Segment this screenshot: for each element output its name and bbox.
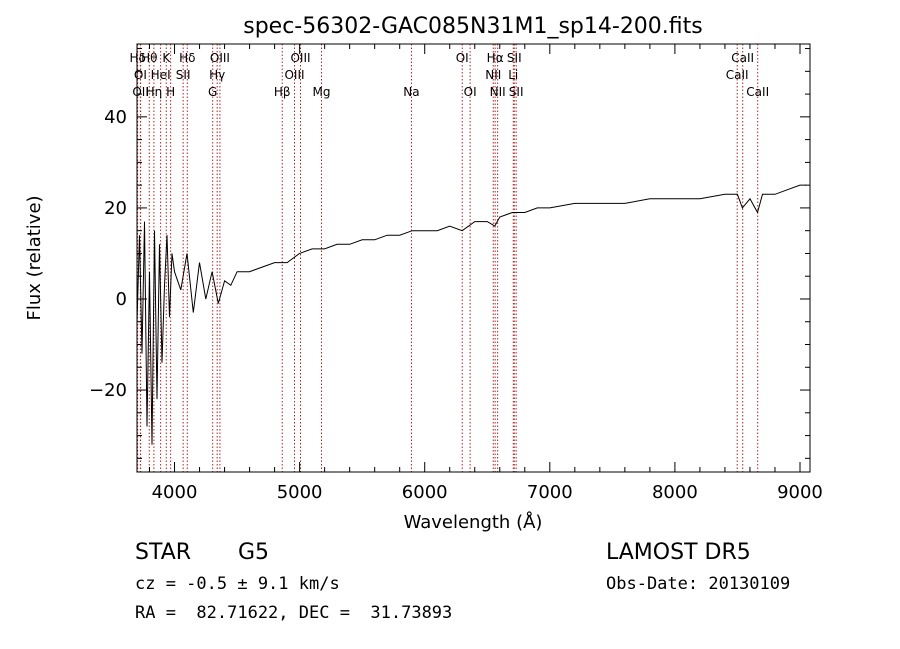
- line-label-7: Hα: [487, 51, 504, 65]
- x-axis-label: Wavelength (Å): [404, 511, 543, 533]
- y-tick-label-2: 20: [104, 198, 127, 219]
- y-tick-label-1: 0: [116, 289, 127, 310]
- plot-frame: [136, 43, 811, 473]
- coordinates-readout: RA = 82.71622, DEC = 31.73893: [135, 603, 453, 623]
- line-label-1: Hθ: [141, 51, 157, 65]
- line-label-8: SII: [507, 51, 522, 65]
- y-tick-label-3: 40: [104, 107, 127, 128]
- line-markers: [137, 44, 759, 472]
- x-tick-label-1: 5000: [277, 482, 323, 503]
- line-label-25: OI: [464, 85, 477, 99]
- line-label-2: K: [162, 51, 171, 65]
- line-label-19: Hη: [146, 85, 163, 99]
- line-label-24: Na: [403, 85, 419, 99]
- line-label-13: Hγ: [209, 68, 225, 82]
- line-label-17: CaII: [726, 68, 749, 82]
- y-axis-label: Flux (relative): [24, 195, 45, 320]
- line-label-23: Mg: [313, 85, 331, 99]
- axis-ticks: 4000 5000 6000 7000 8000 9000 −20 0 20 40: [89, 44, 823, 503]
- line-label-11: HeI: [151, 68, 171, 82]
- line-label-27: SII: [509, 85, 524, 99]
- observation-date: Obs-Date: 20130109: [606, 574, 791, 594]
- line-label-26: NII: [490, 85, 506, 99]
- line-label-28: CaII: [746, 85, 769, 99]
- line-label-9: CaII: [731, 51, 754, 65]
- y-tick-label-0: −20: [89, 380, 127, 401]
- x-tick-label-4: 8000: [652, 482, 698, 503]
- line-label-0: Hδ: [129, 51, 145, 65]
- x-tick-label-0: 4000: [152, 482, 198, 503]
- spectrum-line: [136, 184, 807, 445]
- line-label-12: SII: [176, 68, 191, 82]
- line-label-4: OIII: [210, 51, 230, 65]
- object-subclass: G5: [238, 540, 270, 565]
- line-label-20: H: [166, 85, 175, 99]
- line-label-10: OI: [134, 68, 147, 82]
- survey-name: LAMOST DR5: [606, 540, 751, 565]
- line-label-5: OIII: [290, 51, 310, 65]
- chart-title: spec-56302-GAC085N31M1_sp14-200.fits: [243, 14, 703, 39]
- x-tick-label-3: 7000: [527, 482, 573, 503]
- object-class: STAR: [135, 540, 192, 565]
- line-label-18: OII: [132, 85, 149, 99]
- line-label-3: Hδ: [179, 51, 195, 65]
- line-label-16: Li: [508, 68, 518, 82]
- line-label-22: Hβ: [274, 85, 291, 99]
- line-label-15: NII: [485, 68, 501, 82]
- redshift-readout: cz = -0.5 ± 9.1 km/s: [135, 574, 340, 594]
- line-label-14: OIII: [284, 68, 304, 82]
- line-label-21: G: [208, 85, 217, 99]
- x-tick-label-2: 6000: [402, 482, 448, 503]
- line-label-6: OI: [456, 51, 469, 65]
- x-tick-label-5: 9000: [777, 482, 823, 503]
